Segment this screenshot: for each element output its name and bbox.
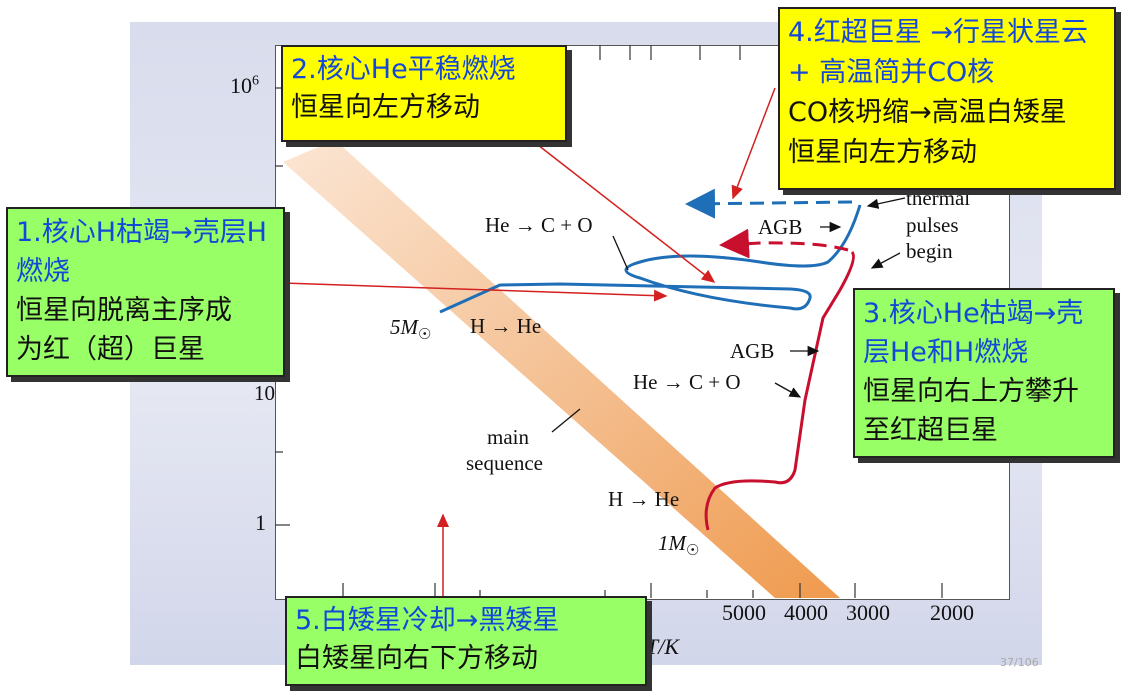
step-3-line-2: 至红超巨星 <box>863 415 998 446</box>
step-3-title: 3.核心He枯竭→壳层He和H燃烧 <box>863 298 1084 368</box>
main-label: main <box>487 425 529 449</box>
step-1-line-1: 恒星向脱离主序成 <box>16 295 232 326</box>
he-c-o-upper-label: He → C + O <box>485 213 593 237</box>
one-msun-label: 1M☉ <box>658 531 700 560</box>
h-he-lower-label: H → He <box>608 487 680 511</box>
x-axis-ticks <box>342 45 943 598</box>
five-msun-label: 5M☉ <box>390 315 432 344</box>
step-5-line-1: 白矮星向右下方移动 <box>295 643 538 674</box>
sequence-label: sequence <box>466 451 543 475</box>
step-2-line-1: 恒星向左方移动 <box>291 92 480 123</box>
step-1-title: 1.核心H枯竭→壳层H燃烧 <box>16 217 267 287</box>
blue-dashed-track <box>685 188 853 219</box>
step-4-line-2: 恒星向左方移动 <box>788 137 977 168</box>
annotation-arrows <box>282 87 776 598</box>
y-tick-label-1: 1 <box>255 510 266 535</box>
step-5-box: 5.白矮星冷却→黑矮星 白矮星向右下方移动 <box>285 596 647 686</box>
x-axis-label: T/K <box>646 634 680 659</box>
step-4-box: 4.红超巨星 →行星状星云 + 高温简并CO核 CO核坍缩→高温白矮星 恒星向左… <box>778 7 1116 190</box>
agb-upper-label: AGB <box>758 215 803 239</box>
x-tick-label-5000: 5000 <box>722 600 766 625</box>
step-4-line-1: CO核坍缩→高温白矮星 <box>788 97 1067 128</box>
x-tick-label-4000: 4000 <box>784 600 828 625</box>
page-number: 37/106 <box>1000 656 1039 669</box>
five-solar-mass-track <box>439 204 862 314</box>
thermal-label: thermal <box>906 186 971 210</box>
begin-label: begin <box>906 239 953 263</box>
step-4-title: 4.红超巨星 →行星状星云 + 高温简并CO核 <box>788 17 1088 88</box>
step-5-title: 5.白矮星冷却→黑矮星 <box>295 605 560 636</box>
y-tick-label-1e6: 106 <box>230 73 259 98</box>
red-dashed-track <box>719 228 849 259</box>
h-he-upper-label: H → He <box>470 314 542 338</box>
agb-lower-label: AGB <box>730 339 775 363</box>
y-tick-fragment-10: 10 <box>254 381 275 405</box>
step-1-box: 1.核心H枯竭→壳层H燃烧 恒星向脱离主序成 为红（超）巨星 <box>6 207 285 377</box>
step-1-line-2: 为红（超）巨星 <box>16 334 205 365</box>
step-2-box: 2.核心He平稳燃烧 恒星向左方移动 <box>281 45 567 142</box>
label-pointers <box>551 197 906 433</box>
one-solar-mass-track <box>704 250 855 531</box>
step-3-box: 3.核心He枯竭→壳层He和H燃烧 恒星向右上方攀升 至红超巨星 <box>853 288 1115 458</box>
step-3-line-1: 恒星向右上方攀升 <box>863 376 1079 407</box>
pulses-label: pulses <box>906 213 959 237</box>
x-tick-label-2000: 2000 <box>930 600 974 625</box>
step-2-title: 2.核心He平稳燃烧 <box>291 54 516 85</box>
x-tick-label-3000: 3000 <box>846 600 890 625</box>
main-sequence-band <box>283 140 840 598</box>
he-c-o-lower-label: He → C + O <box>633 370 741 394</box>
